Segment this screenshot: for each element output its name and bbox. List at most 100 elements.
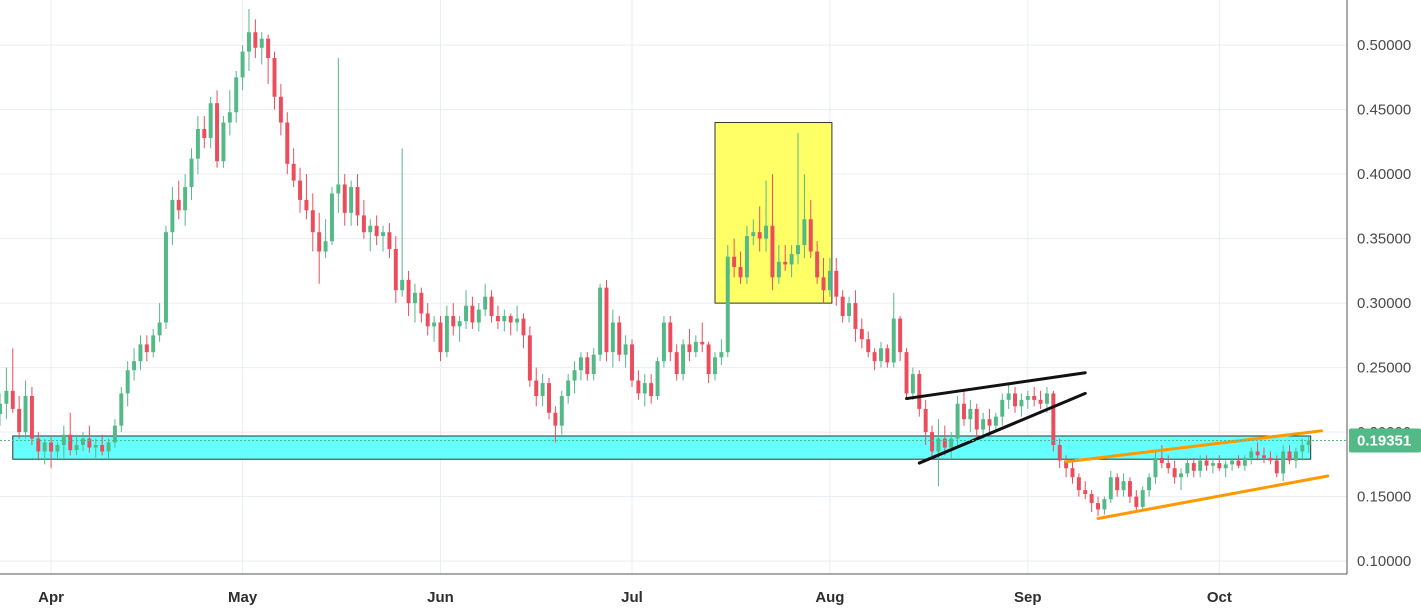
candle-body — [285, 122, 290, 164]
candle-body — [655, 361, 660, 396]
candle-body — [176, 199, 181, 211]
candles — [0, 9, 1311, 516]
candle-body — [923, 408, 928, 433]
highlight-zone — [12, 435, 1312, 460]
candle-body — [1268, 457, 1273, 461]
candle-body — [483, 296, 488, 310]
y-tick-label: 0.45000 — [1357, 102, 1411, 119]
candle-body — [291, 163, 296, 181]
candle-body — [323, 241, 328, 252]
candle-body — [1249, 451, 1254, 458]
candle-body — [1204, 460, 1209, 466]
candle-body — [1153, 457, 1158, 478]
candle-body — [572, 370, 577, 381]
candle-body — [419, 292, 424, 314]
trend-line — [917, 391, 1087, 465]
candle-body — [1281, 451, 1286, 474]
candle-body — [1127, 481, 1132, 497]
candle-body — [1051, 393, 1056, 446]
candle-body — [1230, 460, 1235, 465]
candle-body — [451, 316, 456, 327]
candle-body — [68, 434, 73, 451]
candle-body — [1185, 463, 1190, 474]
candle-body — [515, 318, 520, 323]
candle-body — [495, 316, 500, 322]
candle-body — [591, 354, 596, 375]
candle-body — [221, 122, 226, 162]
candle-body — [687, 344, 692, 353]
candle-body — [878, 348, 883, 362]
candle-body — [987, 419, 992, 426]
x-tick-label: Jul — [621, 589, 643, 606]
candle-body — [1147, 477, 1152, 491]
candle-body — [189, 158, 194, 188]
candle-body — [713, 357, 717, 375]
candle-body — [578, 357, 583, 371]
candle-body — [425, 313, 430, 327]
candle-body — [859, 328, 864, 340]
y-tick-label: 0.25000 — [1357, 360, 1411, 377]
candle-body — [885, 348, 890, 363]
candle-body — [1198, 460, 1203, 471]
candle-body — [457, 321, 462, 327]
candle-body — [1115, 477, 1120, 491]
candle-body — [585, 357, 590, 375]
candle-body — [706, 344, 711, 375]
candle-body — [1306, 440, 1311, 446]
candle-body — [112, 425, 117, 443]
candle-body — [1044, 393, 1049, 404]
candle-body — [623, 344, 628, 355]
candle-body — [170, 199, 175, 233]
candle-body — [195, 128, 200, 159]
trend-line — [905, 371, 1087, 401]
candle-body — [74, 445, 79, 451]
candle-body — [540, 383, 545, 396]
candle-body — [157, 322, 162, 336]
candle-body — [1172, 468, 1177, 478]
candle-body — [1032, 395, 1037, 400]
candle-body — [636, 380, 641, 394]
candle-body — [489, 296, 494, 317]
candle-body — [502, 316, 507, 322]
candle-body — [4, 390, 9, 404]
candle-body — [553, 412, 558, 426]
x-tick-label: Jun — [427, 589, 454, 606]
candle-body — [1108, 477, 1113, 500]
y-tick-label: 0.35000 — [1357, 231, 1411, 248]
candle-body — [1096, 503, 1101, 510]
candle-body — [738, 267, 743, 278]
candle-body — [942, 438, 947, 448]
candle-body — [266, 38, 271, 59]
candle-body — [81, 438, 85, 446]
candle-body — [381, 232, 386, 237]
candle-body — [132, 361, 137, 371]
candle-body — [464, 305, 469, 322]
candle-body — [298, 180, 303, 200]
candle-body — [700, 341, 705, 345]
trendlines — [905, 371, 1330, 521]
candle-body — [566, 380, 571, 396]
x-tick-label: Sep — [1014, 589, 1042, 606]
candle-body — [93, 445, 98, 448]
candle-body — [342, 184, 347, 213]
candle-body — [1134, 496, 1139, 507]
candle-body — [49, 442, 54, 452]
candle-body — [470, 305, 475, 323]
candle-body — [1102, 499, 1107, 510]
candle-body — [1070, 468, 1075, 478]
candle-body — [974, 408, 979, 430]
candle-body — [732, 256, 737, 268]
trend-line — [1064, 429, 1323, 464]
candle-body — [661, 322, 666, 362]
candle-body — [827, 270, 832, 291]
candle-body — [138, 344, 143, 362]
candle-body — [949, 438, 954, 448]
candle-body — [936, 438, 941, 452]
y-tick-label: 0.10000 — [1357, 553, 1411, 570]
candle-body — [527, 335, 532, 381]
candle-body — [783, 261, 788, 265]
candle-body — [10, 390, 15, 409]
candle-body — [891, 318, 896, 363]
candle-body — [815, 251, 820, 278]
